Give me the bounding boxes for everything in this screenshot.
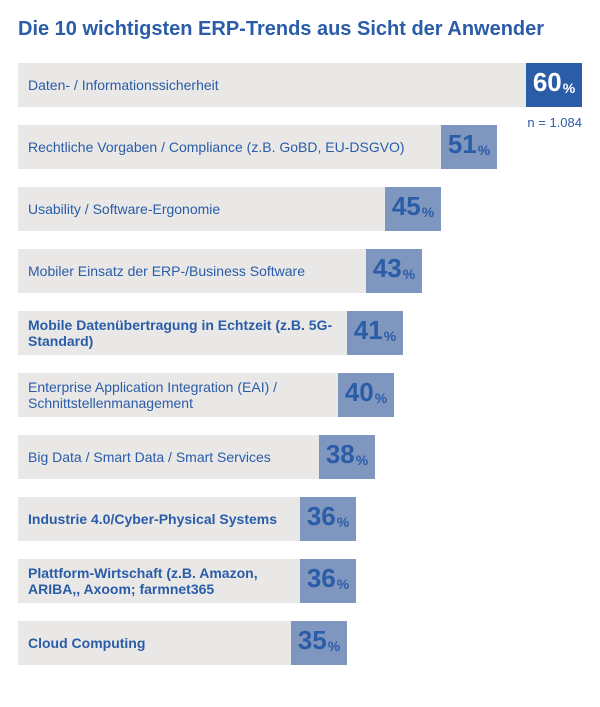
chart-row: Daten- / Informationssicherheit 60% xyxy=(18,63,582,107)
percent-icon: % xyxy=(422,204,434,220)
value-box: 36% xyxy=(300,497,356,541)
bar-label: Big Data / Smart Data / Smart Services xyxy=(28,449,271,465)
chart-bar: Rechtliche Vorgaben / Compliance (z.B. G… xyxy=(18,125,441,169)
percent-icon: % xyxy=(328,638,340,654)
chart-bar: Big Data / Smart Data / Smart Services xyxy=(18,435,319,479)
chart-bar: Mobiler Einsatz der ERP-/Business Softwa… xyxy=(18,249,366,293)
bar-label: Usability / Software-Ergonomie xyxy=(28,201,220,217)
chart-row: Industrie 4.0/Cyber-Physical Systems 36% xyxy=(18,497,582,541)
chart-title: Die 10 wichtigsten ERP-Trends aus Sicht … xyxy=(18,18,582,41)
percent-icon: % xyxy=(337,576,349,592)
chart-bar: Daten- / Informationssicherheit xyxy=(18,63,526,107)
value-box: 41% xyxy=(347,311,403,355)
bar-label: Mobile Datenübertragung in Echtzeit (z.B… xyxy=(28,317,337,349)
chart-row: Mobiler Einsatz der ERP-/Business Softwa… xyxy=(18,249,582,293)
value-number: 41 xyxy=(354,317,383,343)
chart-bar: Usability / Software-Ergonomie xyxy=(18,187,385,231)
percent-icon: % xyxy=(375,390,387,406)
value-number: 36 xyxy=(307,565,336,591)
value-box: 36% xyxy=(300,559,356,603)
erp-trends-chart: Die 10 wichtigsten ERP-Trends aus Sicht … xyxy=(0,0,600,707)
percent-icon: % xyxy=(356,452,368,468)
chart-row: Usability / Software-Ergonomie 45% xyxy=(18,187,582,231)
value-box: 51% xyxy=(441,125,497,169)
value-number: 36 xyxy=(307,503,336,529)
value-number: 35 xyxy=(298,627,327,653)
chart-bar: Plattform-Wirtschaft (z.B. Amazon, ARIBA… xyxy=(18,559,300,603)
value-number: 43 xyxy=(373,255,402,281)
percent-icon: % xyxy=(563,80,575,96)
chart-rows: n = 1.084 Daten- / Informationssicherhei… xyxy=(18,63,582,665)
chart-row: Plattform-Wirtschaft (z.B. Amazon, ARIBA… xyxy=(18,559,582,603)
percent-icon: % xyxy=(478,142,490,158)
percent-icon: % xyxy=(403,266,415,282)
value-box: 35% xyxy=(291,621,347,665)
chart-row: Big Data / Smart Data / Smart Services 38… xyxy=(18,435,582,479)
bar-label: Plattform-Wirtschaft (z.B. Amazon, ARIBA… xyxy=(28,565,290,597)
value-box: 45% xyxy=(385,187,441,231)
value-box: 60% xyxy=(526,63,582,107)
chart-bar: Cloud Computing xyxy=(18,621,291,665)
bar-label: Daten- / Informationssicherheit xyxy=(28,77,219,93)
value-number: 38 xyxy=(326,441,355,467)
percent-icon: % xyxy=(337,514,349,530)
value-number: 45 xyxy=(392,193,421,219)
percent-icon: % xyxy=(384,328,396,344)
chart-bar: Enterprise Application Integration (EAI)… xyxy=(18,373,338,417)
bar-label: Industrie 4.0/Cyber-Physical Systems xyxy=(28,511,277,527)
value-box: 40% xyxy=(338,373,394,417)
value-box: 38% xyxy=(319,435,375,479)
bar-label: Mobiler Einsatz der ERP-/Business Softwa… xyxy=(28,263,305,279)
value-number: 51 xyxy=(448,131,477,157)
value-number: 40 xyxy=(345,379,374,405)
chart-row: Cloud Computing 35% xyxy=(18,621,582,665)
value-number: 60 xyxy=(533,69,562,95)
chart-row: Rechtliche Vorgaben / Compliance (z.B. G… xyxy=(18,125,582,169)
bar-label: Rechtliche Vorgaben / Compliance (z.B. G… xyxy=(28,139,405,155)
bar-label: Enterprise Application Integration (EAI)… xyxy=(28,379,328,411)
chart-row: Mobile Datenübertragung in Echtzeit (z.B… xyxy=(18,311,582,355)
chart-row: Enterprise Application Integration (EAI)… xyxy=(18,373,582,417)
bar-label: Cloud Computing xyxy=(28,635,145,651)
chart-bar: Industrie 4.0/Cyber-Physical Systems xyxy=(18,497,300,541)
value-box: 43% xyxy=(366,249,422,293)
chart-bar: Mobile Datenübertragung in Echtzeit (z.B… xyxy=(18,311,347,355)
